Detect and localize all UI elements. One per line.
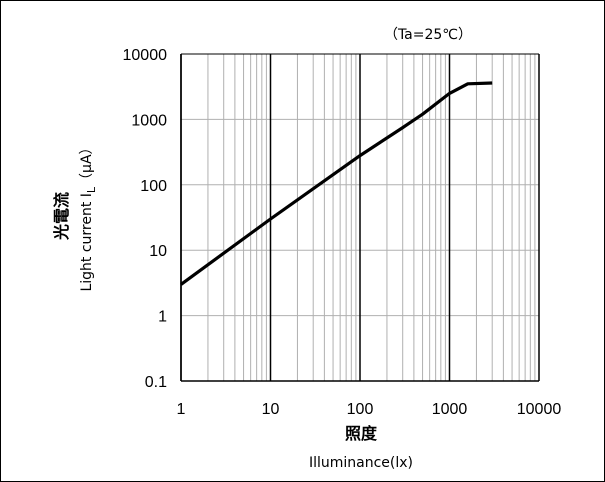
y-axis-title: 光電流 [52, 192, 71, 241]
y-tick-label: 1 [158, 309, 167, 326]
y-tick-label: 1000 [131, 112, 167, 129]
y-tick-labels: 0.1 1 10 100 1000 10000 [123, 47, 168, 391]
y-tick-label: 100 [140, 178, 167, 195]
x-tick-label: 100 [347, 401, 374, 418]
x-tick-label: 1 [177, 401, 186, 418]
light-current-curve [180, 81, 493, 286]
y-tick-label: 10000 [123, 47, 168, 64]
y-axis-subtitle-main: Light current I [79, 193, 95, 291]
condition-label: （Ta=25℃） [384, 27, 472, 43]
series-group [180, 81, 493, 286]
y-axis-subtitle-subscript: L [85, 186, 98, 193]
y-tick-label: 0.1 [145, 374, 167, 391]
x-tick-label: 10000 [517, 401, 562, 418]
x-axis-subtitle: Illuminance(lx) [309, 455, 413, 471]
x-tick-labels: 1 10 100 1000 10000 [177, 401, 562, 418]
x-tick-label: 10 [262, 401, 280, 418]
x-tick-label: 1000 [432, 401, 468, 418]
y-axis-subtitle: Light current IL（μA） [79, 140, 98, 291]
y-axis-subtitle-unit: （μA） [79, 140, 95, 186]
x-axis-title: 照度 [345, 424, 378, 443]
y-tick-label: 10 [149, 243, 167, 260]
